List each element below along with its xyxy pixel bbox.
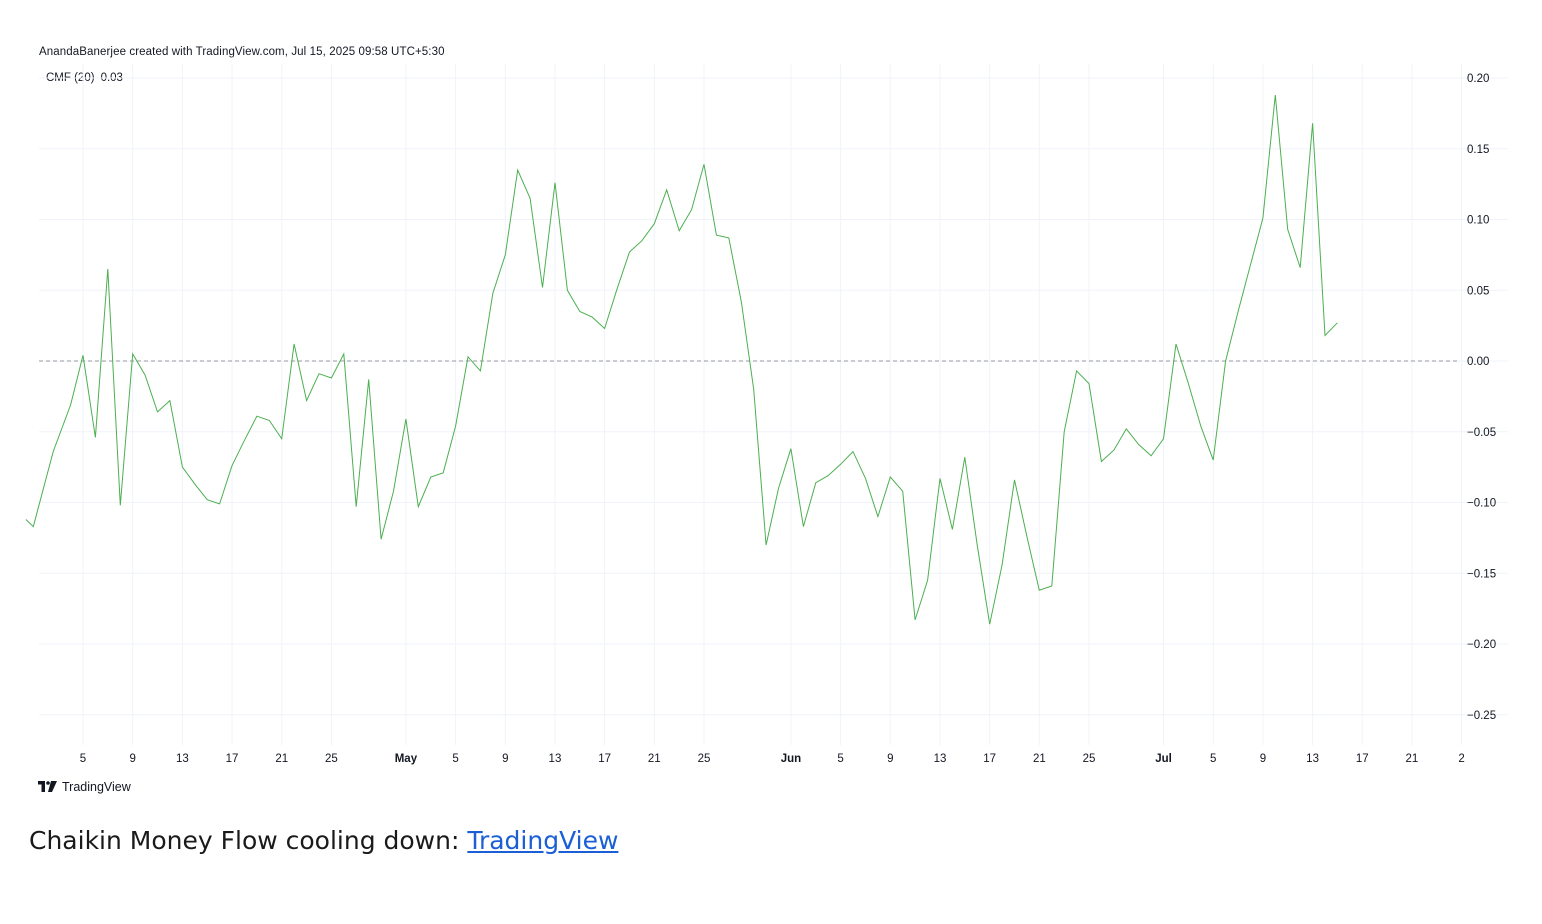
x-tick-label: 13 (549, 753, 562, 765)
x-tick-label: May (395, 753, 418, 765)
x-tick-label: 17 (598, 753, 611, 765)
x-tick-label: 17 (226, 753, 239, 765)
y-tick-label: −0.25 (1467, 710, 1496, 722)
x-tick-label: 5 (452, 753, 458, 765)
x-tick-label: 5 (80, 753, 86, 765)
x-tick-label: 25 (698, 753, 711, 765)
x-axis: 5 9 13 17 21 25 May 5 9 13 17 21 25 Jun 5 9 13 17 21 25 Jul 5… (80, 753, 1465, 765)
x-tick-label: 13 (934, 753, 947, 765)
y-tick-label: 0.15 (1467, 144, 1489, 156)
x-tick-label: 13 (176, 753, 189, 765)
x-tick-label: 5 (837, 753, 843, 765)
y-axis: 0.20 0.15 0.10 0.05 0.00 −0.05 −0.10 −0.15 −0.20… (1467, 73, 1496, 722)
grid-lines (39, 64, 1508, 745)
y-tick-label: −0.15 (1467, 568, 1496, 580)
x-tick-label: 17 (983, 753, 996, 765)
y-tick-label: −0.10 (1467, 498, 1496, 510)
x-tick-label: 9 (129, 753, 135, 765)
x-tick-label: 17 (1356, 753, 1369, 765)
x-tick-label: 9 (1260, 753, 1266, 765)
chart-credit: AnandaBanerjee created with TradingView.… (39, 46, 445, 58)
x-tick-label: 21 (1033, 753, 1046, 765)
caption: Chaikin Money Flow cooling down: Trading… (29, 826, 618, 855)
cmf-chart[interactable]: 0.20 0.15 0.10 0.05 0.00 −0.05 −0.10 −0.15 −0.20… (0, 0, 1542, 800)
x-tick-label: 13 (1306, 753, 1319, 765)
y-tick-label: −0.20 (1467, 639, 1496, 651)
x-tick-label: 9 (887, 753, 893, 765)
tradingview-brand: TradingView (62, 780, 131, 794)
y-tick-label: 0.05 (1467, 285, 1489, 297)
x-tick-label: Jul (1155, 753, 1172, 765)
y-tick-label: 0.10 (1467, 215, 1489, 227)
x-tick-label: 21 (1406, 753, 1419, 765)
x-tick-label: 9 (502, 753, 508, 765)
x-tick-label: 21 (648, 753, 661, 765)
tradingview-logo[interactable]: TradingView (38, 780, 131, 794)
caption-link[interactable]: TradingView (467, 826, 619, 855)
cmf-series-line (25, 94, 1338, 625)
x-tick-label: 25 (325, 753, 338, 765)
x-tick-label: 25 (1083, 753, 1096, 765)
x-tick-label: 2 (1458, 753, 1464, 765)
tradingview-icon (38, 781, 57, 792)
y-tick-label: 0.20 (1467, 73, 1489, 85)
x-tick-label: Jun (781, 753, 801, 765)
x-tick-label: 5 (1210, 753, 1216, 765)
y-tick-label: 0.00 (1467, 356, 1489, 368)
y-tick-label: −0.05 (1467, 427, 1496, 439)
x-tick-label: 21 (275, 753, 288, 765)
caption-text: Chaikin Money Flow cooling down: (29, 826, 468, 855)
